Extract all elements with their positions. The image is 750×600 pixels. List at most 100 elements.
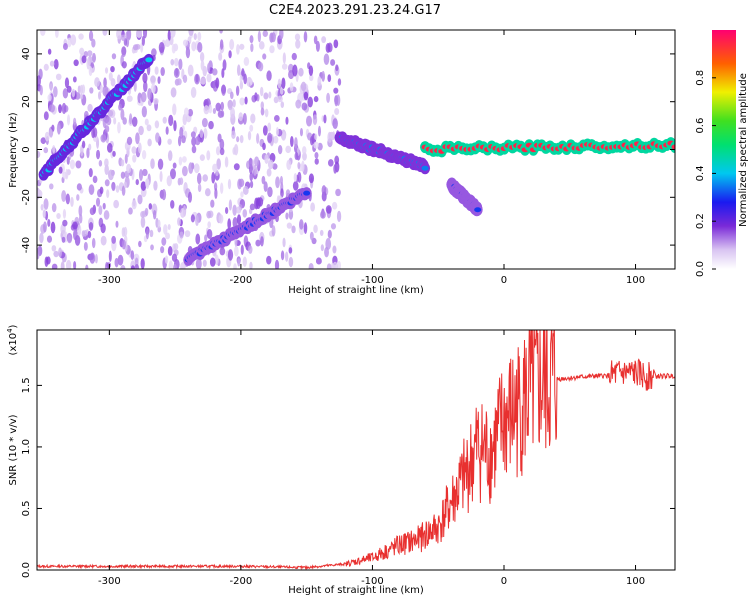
heatmap-cell	[266, 70, 272, 82]
heatmap-cell	[267, 159, 274, 170]
heatmap-cell	[293, 172, 298, 182]
heatmap-cell	[188, 162, 194, 174]
heatmap-cell	[231, 130, 236, 139]
heatmap-cell	[165, 126, 169, 135]
heatmap-cell	[37, 150, 41, 158]
heatmap-cell	[113, 199, 120, 209]
heatmap-cell	[128, 113, 133, 125]
heatmap-cell	[202, 174, 209, 182]
heatmap-cell	[107, 110, 114, 117]
heatmap-cell	[248, 245, 253, 254]
heatmap-cell	[187, 108, 194, 117]
heatmap-cell	[285, 251, 289, 262]
heatmap-cell	[232, 147, 236, 155]
spectrogram-y-ticks: -40 -20 0 20 40	[21, 48, 675, 253]
heatmap-cell	[112, 150, 116, 157]
heatmap-cell	[273, 114, 280, 122]
heatmap-cell	[264, 108, 269, 118]
heatmap-cell	[135, 132, 140, 145]
heatmap-cell	[332, 131, 336, 141]
heatmap-cell	[131, 146, 137, 154]
heatmap-cell	[43, 111, 49, 121]
heatmap-cell	[240, 191, 244, 198]
heatmap-cell	[330, 223, 337, 230]
heatmap-cell	[288, 247, 293, 254]
heatmap-cell	[106, 142, 113, 153]
heatmap-cell	[242, 185, 249, 196]
heatmap-cell	[240, 244, 244, 256]
heatmap-cell	[72, 76, 77, 83]
heatmap-cell	[181, 165, 188, 177]
heatmap-cell	[314, 133, 318, 140]
heatmap-cell	[239, 43, 245, 50]
heatmap-cell	[144, 207, 149, 217]
heatmap-cell	[113, 117, 117, 125]
heatmap-cell	[254, 197, 259, 210]
heatmap-cell	[255, 239, 261, 247]
heatmap-cell	[147, 138, 152, 147]
heatmap-cell	[135, 179, 139, 186]
heatmap-cell	[197, 41, 203, 53]
heatmap-cell	[262, 142, 266, 151]
heatmap-cell	[79, 93, 84, 100]
heatmap-cell	[308, 173, 315, 184]
heatmap-cell	[61, 236, 66, 243]
heatmap-cell	[100, 134, 107, 143]
heatmap-cell	[233, 245, 239, 257]
heatmap-cell	[91, 127, 96, 139]
heatmap-cell	[43, 198, 49, 210]
heatmap-cell	[314, 158, 319, 165]
heatmap-cell	[279, 86, 284, 95]
heatmap-cell	[88, 222, 94, 231]
heatmap-cell	[200, 77, 207, 85]
heatmap-cell	[163, 224, 168, 235]
heatmap-cell	[140, 181, 147, 191]
heatmap-cell	[158, 41, 165, 54]
heatmap-cell	[171, 253, 178, 262]
heatmap-cell	[62, 88, 69, 99]
heatmap-cell	[55, 73, 62, 81]
heatmap-cell	[43, 63, 49, 71]
heatmap-cell	[46, 235, 53, 243]
heatmap-cell	[321, 36, 327, 44]
heatmap-cell	[138, 240, 142, 248]
heatmap-cell	[228, 50, 232, 59]
heatmap-cell	[73, 260, 77, 269]
heatmap-cell	[250, 113, 256, 124]
heatmap-cell	[263, 92, 269, 100]
x-tick-label: -100	[361, 275, 384, 286]
heatmap-cell	[227, 99, 233, 111]
heatmap-cell	[315, 40, 320, 52]
heatmap-cell	[333, 87, 339, 94]
heatmap-cell	[39, 85, 43, 96]
colorbar-gradient	[712, 30, 736, 269]
heatmap-cell	[182, 39, 189, 47]
heatmap-cell	[308, 262, 314, 269]
spectrogram-x-ticks: -300 -200 -100 0 100	[98, 30, 645, 286]
heatmap-cell	[123, 181, 128, 189]
heatmap-cell	[54, 30, 59, 38]
heatmap-cell	[157, 76, 161, 85]
heatmap-cell	[160, 66, 165, 77]
heatmap-cell	[76, 194, 80, 201]
heatmap-cell	[241, 68, 245, 77]
heatmap-cell	[295, 99, 302, 109]
heatmap-cell	[268, 91, 272, 99]
heatmap-cell	[219, 182, 224, 194]
heatmap-cell	[249, 261, 253, 269]
heatmap-cell	[254, 92, 258, 102]
heatmap-cell	[337, 260, 341, 269]
heatmap-cell	[257, 30, 262, 43]
heatmap-cell	[81, 55, 87, 64]
heatmap-cell	[249, 35, 254, 44]
heatmap-cell	[40, 204, 44, 211]
heatmap-cell	[142, 30, 148, 39]
heatmap-cell	[170, 59, 175, 66]
heatmap-cell	[309, 74, 314, 82]
heatmap-cell	[179, 231, 184, 239]
heatmap-cell	[313, 96, 319, 103]
heatmap-cell	[160, 246, 165, 254]
x-tick-label: 0	[501, 576, 507, 587]
heatmap-cell	[173, 67, 180, 78]
snr-y-scale-label: (x104)	[6, 324, 19, 355]
